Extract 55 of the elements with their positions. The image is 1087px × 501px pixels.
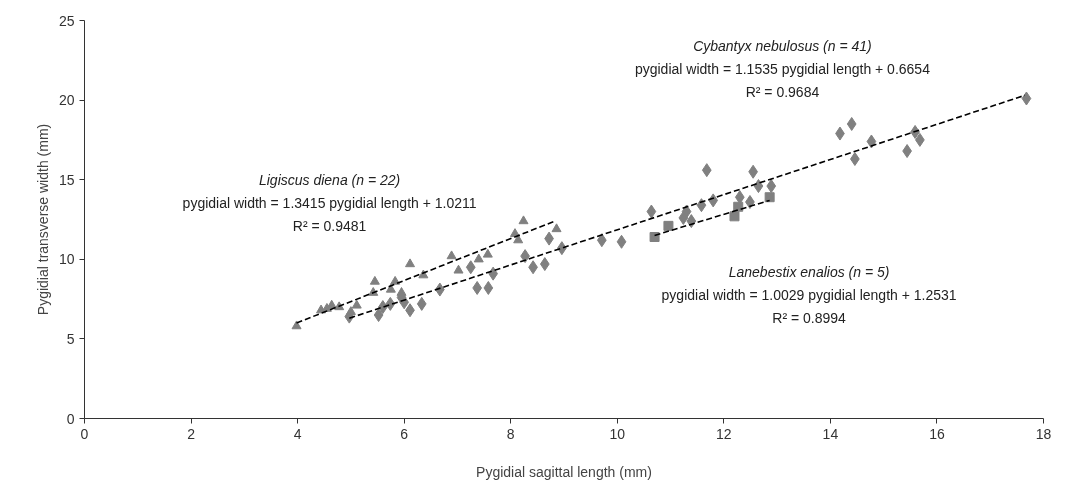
y-tick-label: 10 bbox=[58, 251, 75, 268]
y-tick-label: 25 bbox=[58, 12, 75, 29]
y-tick-label: 15 bbox=[58, 171, 75, 188]
point bbox=[701, 163, 712, 178]
point bbox=[663, 220, 674, 231]
x-tick-label: 10 bbox=[609, 425, 626, 442]
point bbox=[764, 192, 775, 203]
x-tick-label: 4 bbox=[293, 425, 302, 442]
point bbox=[405, 258, 416, 268]
point bbox=[465, 260, 476, 275]
point bbox=[518, 215, 529, 225]
point bbox=[373, 308, 384, 323]
point bbox=[846, 116, 857, 131]
point bbox=[1021, 91, 1032, 106]
point bbox=[385, 283, 396, 293]
x-tick-label: 0 bbox=[80, 425, 89, 442]
point bbox=[509, 228, 520, 237]
point bbox=[696, 198, 707, 213]
x-tick-label: 8 bbox=[506, 425, 515, 442]
point bbox=[729, 211, 740, 222]
point bbox=[596, 233, 607, 248]
point bbox=[850, 152, 860, 166]
point bbox=[616, 234, 627, 249]
x-tick-label: 14 bbox=[822, 425, 839, 442]
x-tick-label: 6 bbox=[400, 425, 409, 442]
point bbox=[483, 280, 494, 295]
point bbox=[539, 257, 550, 272]
point bbox=[453, 264, 464, 274]
point bbox=[681, 204, 692, 219]
point bbox=[369, 275, 380, 285]
y-tick-label: 5 bbox=[66, 330, 75, 347]
x-tick-label: 18 bbox=[1035, 425, 1052, 442]
point bbox=[473, 253, 484, 263]
point bbox=[753, 179, 764, 194]
point bbox=[351, 299, 362, 309]
point bbox=[551, 223, 562, 233]
point bbox=[649, 232, 660, 243]
y-axis-title: Pygidial transverse width (mm) bbox=[34, 123, 51, 316]
y-tick-label: 20 bbox=[58, 92, 75, 109]
annotation: Ligiscus diena (n = 22) pygidial width = 1.3415 pygidial length + 1.0211 R² = 0.9481 bbox=[182, 171, 477, 234]
point bbox=[291, 320, 302, 330]
y-tick-label: 0 bbox=[66, 410, 75, 427]
x-tick-label: 12 bbox=[716, 425, 732, 442]
point bbox=[646, 204, 657, 219]
point bbox=[446, 250, 457, 260]
point bbox=[734, 190, 745, 205]
point bbox=[482, 248, 493, 258]
x-tick-label: 16 bbox=[929, 425, 945, 442]
point bbox=[416, 296, 427, 311]
x-axis-title: Pygidial sagittal length (mm) bbox=[476, 463, 652, 480]
annotation: Lanebestix enalios (n = 5) pygidial width = 1.0029 pygidial length + 1.2531 R² = 0.8994 bbox=[661, 264, 957, 327]
annotation: Cybantyx nebulosus (n = 41) pygidial width = 1.1535 pygidial length + 0.6654 R² = 0.9684 bbox=[634, 38, 931, 101]
point bbox=[766, 179, 777, 194]
point bbox=[866, 134, 877, 149]
x-tick-label: 2 bbox=[187, 425, 196, 442]
